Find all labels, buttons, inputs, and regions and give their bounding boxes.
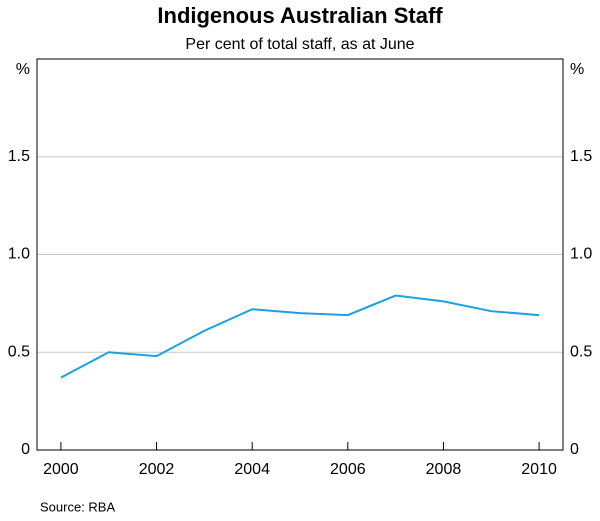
y-tick-label-right: 1.5 [570,148,592,165]
source-note: Source: RBA [40,499,115,514]
y-tick-label-right: 0 [570,441,579,458]
x-tick-label: 2000 [43,461,79,478]
x-tick-label: 2006 [330,461,366,478]
y-unit-right: % [570,61,584,78]
y-tick-label: 1.5 [8,148,30,165]
y-tick-label-right: 0.5 [570,343,592,360]
x-tick-label: 2010 [521,461,557,478]
chart-subtitle: Per cent of total staff, as at June [185,36,414,53]
y-tick-label: 1.0 [8,246,30,263]
data-line [60,294,540,379]
x-tick-label: 2008 [426,461,462,478]
chart-title: Indigenous Australian Staff [157,3,443,28]
y-tick-label-right: 1.0 [570,246,592,263]
x-tick-label: 2002 [139,461,175,478]
x-tick-label: 2004 [234,461,270,478]
plot-frame [36,58,564,451]
y-tick-label: 0.5 [8,343,30,360]
y-tick-label: 0 [21,441,30,458]
y-unit-left: % [16,61,30,78]
